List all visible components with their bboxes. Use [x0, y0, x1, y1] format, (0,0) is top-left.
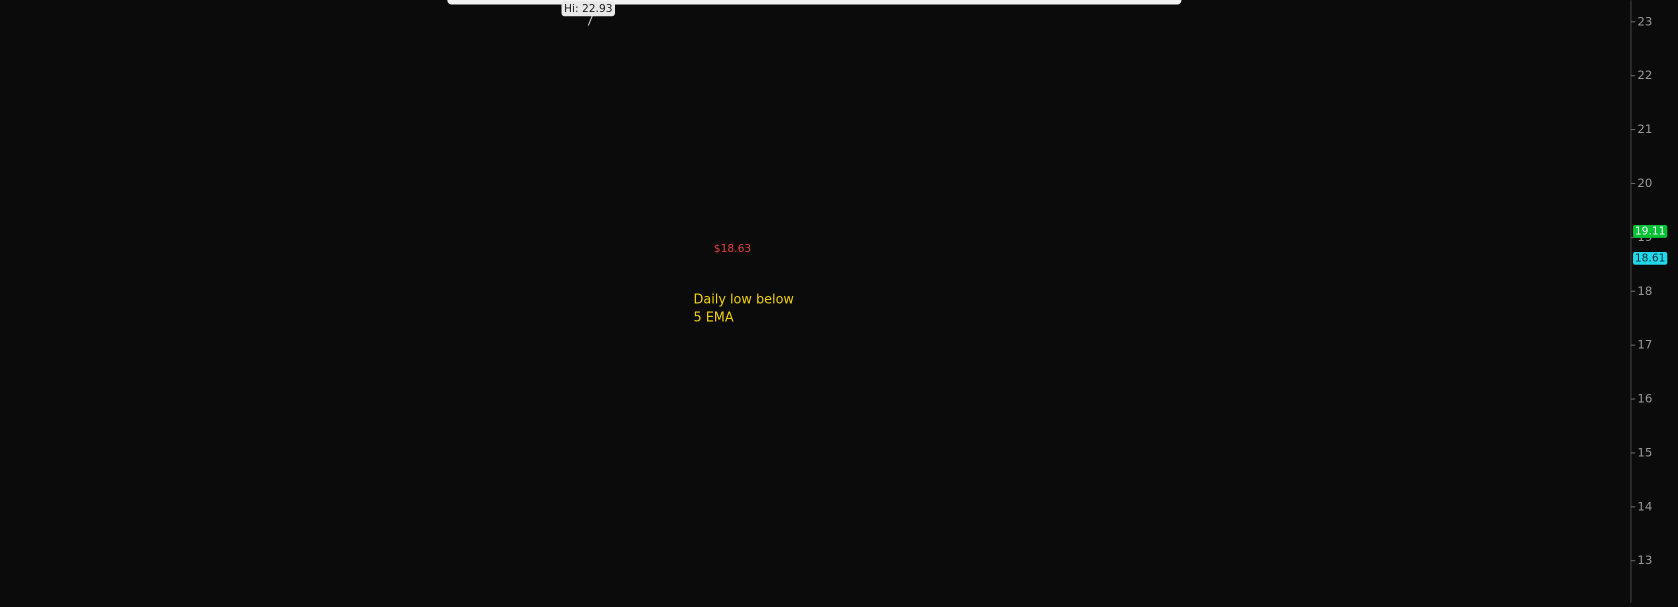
y-tick-label: 23 [1637, 14, 1652, 28]
y-tick-label: 20 [1637, 176, 1652, 190]
ema-tag [1633, 251, 1668, 265]
y-tick-label: 14 [1637, 499, 1652, 513]
hi-bubble [561, 1, 616, 17]
annotation: Daily low below [693, 292, 793, 307]
ema-label: 18.61 [1635, 251, 1666, 264]
y-tick-label: 18 [1637, 284, 1652, 298]
point-label: $18.63 [714, 242, 751, 255]
toolbar-edge [447, 0, 1182, 5]
last-price-tag [1633, 225, 1668, 238]
annotation: 5 EMA [693, 311, 733, 326]
y-tick-label: 22 [1637, 68, 1652, 82]
hi-pointer [587, 15, 594, 26]
y-tick-label: 21 [1637, 122, 1652, 136]
y-tick-label: 13 [1637, 553, 1652, 567]
y-tick-label: 17 [1637, 338, 1652, 352]
y-tick-label: 15 [1637, 445, 1652, 459]
y-tick-label: 16 [1637, 392, 1652, 406]
last-price-label: 19.11 [1635, 224, 1666, 237]
hi-label: Hi: 22.93 [564, 2, 613, 15]
